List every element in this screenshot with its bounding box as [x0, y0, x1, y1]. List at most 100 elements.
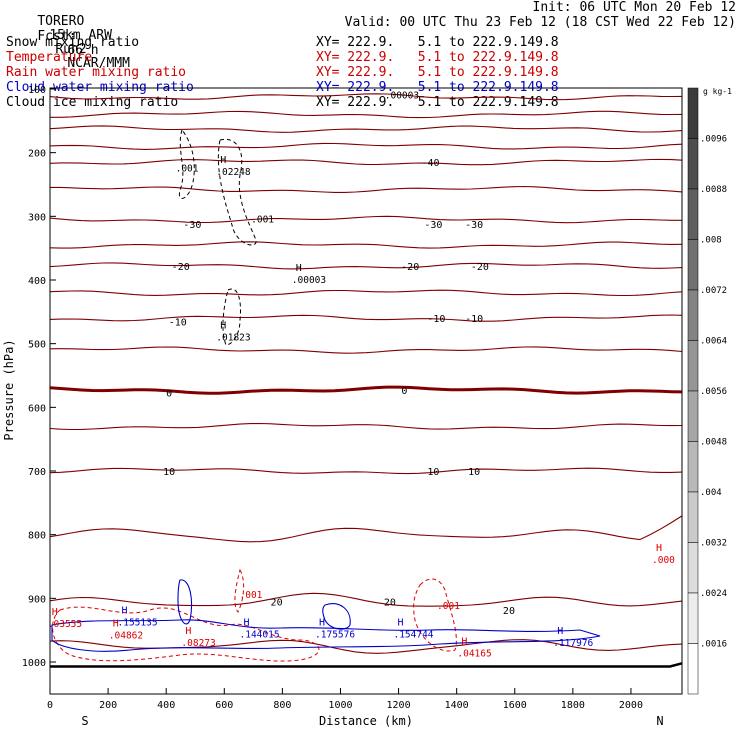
x-tick-label: 1000 — [328, 700, 352, 711]
isotherm-label: -40 — [421, 158, 439, 169]
colorbar-segment — [687, 542, 699, 594]
legend-row-cloud-ice: Cloud ice mixing ratio XY= 222.9. 5.1 to… — [6, 96, 726, 111]
hydrometeor-contours — [51, 128, 601, 662]
isotherm — [50, 185, 683, 193]
isotherm — [50, 110, 683, 119]
colorbar-segment — [687, 138, 699, 190]
model-name: TORERO — [37, 14, 85, 29]
isotherm — [49, 289, 683, 297]
extremum-marker: H — [185, 626, 191, 637]
forecast-label: Fcst: — [37, 29, 77, 44]
y-tick-label: 300 — [28, 212, 46, 223]
colorbar-tick-label: .0048 — [700, 438, 727, 448]
y-tick-label: 800 — [28, 531, 46, 542]
extremum-value: .00003 — [385, 90, 419, 101]
extremum-value: .144015 — [240, 630, 280, 641]
extremum-marker: H — [461, 637, 467, 648]
valid-time: Valid: 00 UTC Thu 23 Feb 12 (18 CST Wed … — [344, 15, 736, 30]
x-tick-label: 200 — [99, 700, 117, 711]
extremum-value: .001 — [176, 164, 199, 175]
isotherm — [49, 515, 683, 543]
rain-contour — [413, 578, 457, 652]
extremum-value: .154744 — [393, 630, 433, 641]
colorbar-tick-label: .004 — [700, 488, 722, 498]
legend-row-rain: Rain water mixing ratio XY= 222.9. 5.1 t… — [6, 66, 726, 81]
isotherm-label: -30 — [424, 220, 442, 231]
colorbar-tick-label: .0072 — [700, 286, 727, 296]
temperature-contours — [49, 93, 683, 668]
isotherm — [49, 467, 683, 475]
colorbar-segment — [687, 239, 699, 291]
isotherm-label: 0 — [166, 389, 172, 400]
x-tick-label: 0 — [47, 700, 53, 711]
isotherm-label: -20 — [471, 262, 489, 273]
legend-row-temperature: Temperature XY= 222.9. 5.1 to 222.9.149.… — [6, 51, 726, 66]
y-tick-label: 100 — [28, 85, 46, 96]
x-tick-label: 1400 — [445, 700, 469, 711]
extremum-value: .001 — [437, 601, 460, 612]
isotherm-label: 20 — [384, 598, 396, 609]
isotherm-label: 20 — [271, 598, 283, 609]
extremum-marker: H — [397, 618, 403, 629]
colorbar: .0096 .0088 .008 .0072 .0064 .0056 .0048 .004 .0… — [687, 87, 727, 695]
legend-snow-name: Snow mixing ratio — [6, 35, 140, 50]
extremum-marker: H — [319, 618, 325, 629]
colorbar-tick-label: .0064 — [700, 337, 727, 347]
y-tick-label: 1000 — [22, 658, 46, 669]
x-axis-label: Distance (km) — [319, 714, 413, 728]
extremum-value: .155135 — [118, 618, 158, 629]
extremum-value: .00003 — [292, 275, 326, 286]
colorbar-segment — [687, 441, 699, 493]
isotherm — [49, 314, 683, 322]
legend-temperature-xy: XY= 222.9. 5.1 to 222.9.149.8 — [316, 50, 559, 65]
x-end-north: N — [656, 714, 663, 728]
isotherm — [49, 422, 683, 431]
snow-contour — [217, 138, 257, 246]
run-name: Run2 — [55, 42, 87, 57]
extremum-marker: H — [220, 155, 226, 166]
y-tick-label: 600 — [28, 403, 46, 414]
colorbar-tick-label: .008 — [700, 236, 722, 246]
isotherm-label: -10 — [465, 314, 483, 325]
isotherm-label: 10 — [427, 467, 439, 478]
cloud-water-contour — [322, 603, 351, 630]
legend-rain-xy: XY= 222.9. 5.1 to 222.9.149.8 — [316, 65, 559, 80]
colorbar-segment — [687, 188, 699, 240]
isotherm-label: -30 — [465, 220, 483, 231]
isotherm — [49, 215, 682, 224]
isotherm-label: -30 — [183, 220, 201, 231]
isotherm — [49, 125, 683, 133]
x-tick-label: 800 — [273, 700, 291, 711]
isotherm — [49, 262, 683, 270]
isotherm-label: 10 — [468, 467, 480, 478]
rain-contour — [234, 568, 245, 613]
x-tick-label: 2000 — [619, 700, 643, 711]
plot-frame — [49, 87, 683, 695]
extremum-value: .175576 — [315, 630, 355, 641]
contour-labels: -40 -30 -30 -30 -20 -20 -20 -10 -10 -10 0 0 10 10 10 20… — [48, 90, 675, 659]
extremum-value: .03555 — [48, 619, 82, 630]
model-resolution: 15km ARW — [49, 28, 112, 43]
legend-rain-name: Rain water mixing ratio — [6, 65, 187, 80]
organization: NCAR/MMM — [67, 56, 130, 71]
colorbar-tick-label: .0032 — [700, 539, 727, 549]
colorbar-segment — [687, 491, 699, 543]
rain-contour — [52, 606, 320, 662]
colorbar-segment — [687, 643, 699, 695]
extremum-value: .117976 — [553, 638, 593, 649]
y-tick-label: 900 — [28, 594, 46, 605]
isotherm-label: -10 — [169, 317, 187, 328]
extremum-value: .001 — [240, 590, 263, 601]
legend: Snow mixing ratio XY= 222.9. 5.1 to 222.… — [6, 36, 726, 111]
colorbar-segment — [687, 289, 699, 341]
extremum-value: .01823 — [216, 332, 250, 343]
legend-row-snow: Snow mixing ratio XY= 222.9. 5.1 to 222.… — [6, 36, 726, 51]
isotherm-label: -10 — [427, 314, 445, 325]
snow-contour — [222, 288, 241, 346]
x-end-south: S — [81, 714, 88, 728]
legend-temperature-name: Temperature — [6, 50, 93, 65]
colorbar-segment — [687, 390, 699, 442]
x-tick-label: 1200 — [387, 700, 411, 711]
